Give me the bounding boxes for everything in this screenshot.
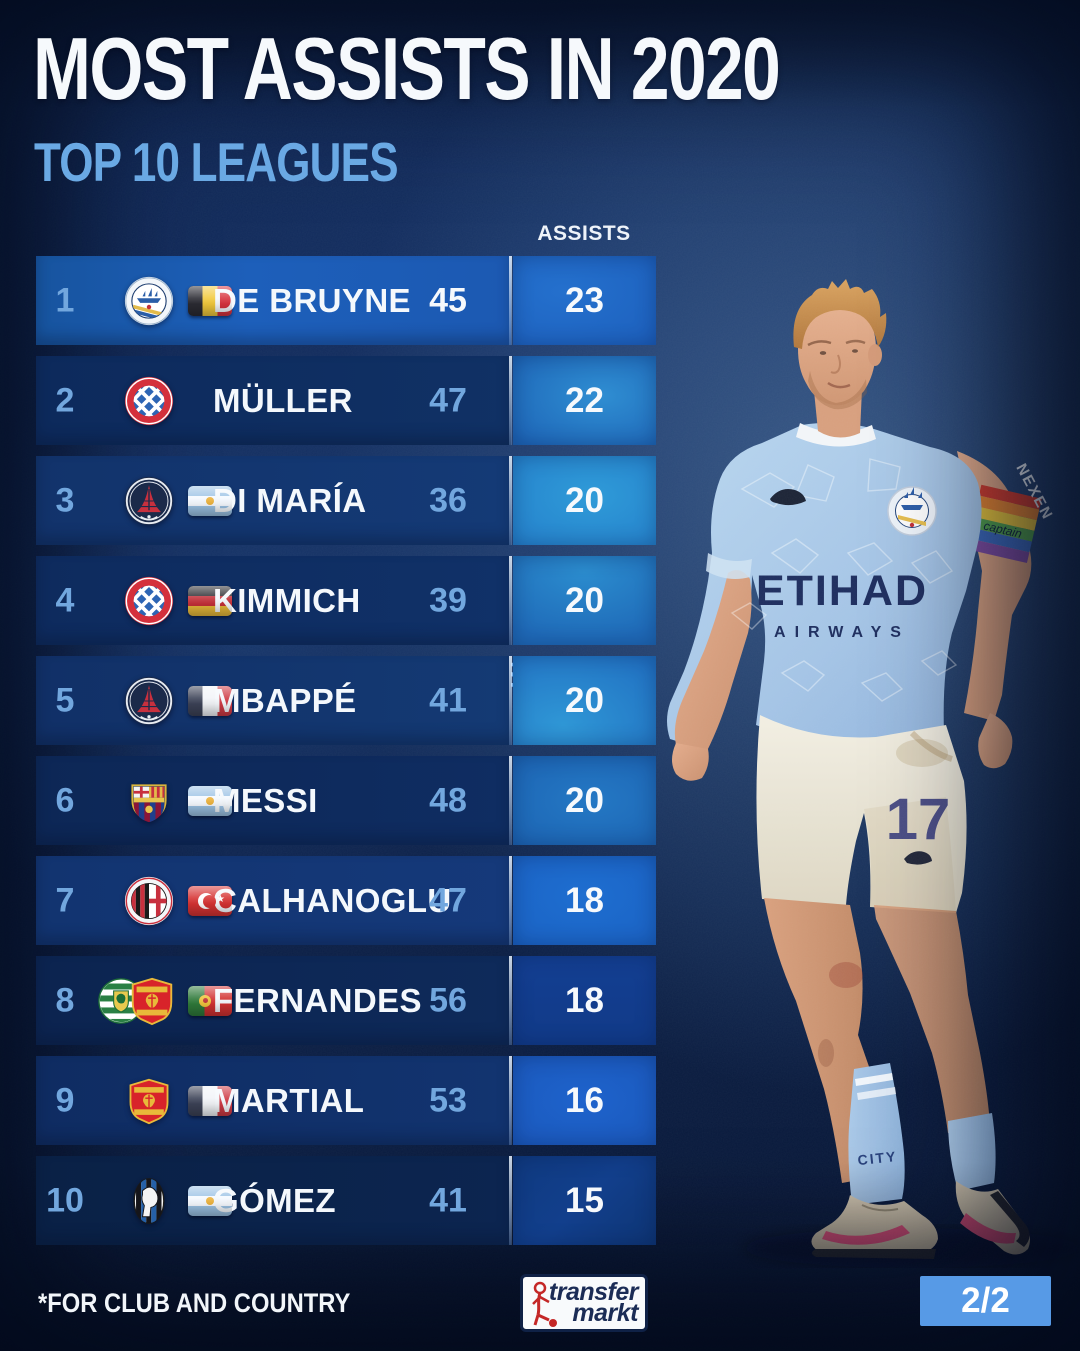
flag-france — [188, 685, 232, 716]
club-logo-manchester-united — [131, 977, 173, 1025]
player-name: MBAPPÉ — [213, 681, 357, 719]
club-logo-atalanta — [124, 1176, 174, 1226]
club-logos-sporting-and-man-united — [98, 975, 184, 1027]
rank-number: 8 — [55, 981, 75, 1019]
assists-value: 20 — [565, 480, 604, 520]
table-row: 1 DE BRUYNE 45 23 — [36, 256, 656, 345]
assists-cell: 20 — [509, 556, 656, 645]
assists-cell: 22 — [509, 356, 656, 445]
rank-number: 7 — [55, 881, 75, 919]
row-band: 8 FERNANDES — [36, 956, 511, 1045]
table-row: 7 ★ CALHANOGLU 47 18 — [36, 856, 656, 945]
assists-value: 20 — [565, 780, 604, 820]
player-name: DE BRUYNE — [213, 281, 411, 319]
page-title: MOST ASSISTS IN 2020 — [33, 19, 781, 118]
games-value: 36 — [429, 481, 467, 519]
rank-number: 3 — [55, 481, 75, 519]
rank-number: 10 — [46, 1181, 84, 1219]
player-name: MARTIAL — [213, 1081, 365, 1119]
games-value: 56 — [429, 981, 467, 1019]
assists-value: 23 — [565, 280, 604, 320]
table-row: 10 GÓMEZ 41 15 — [36, 1156, 656, 1245]
club-logo-ac-milan — [124, 876, 174, 926]
row-band: 3 DI MARÍA 36 — [36, 456, 511, 545]
flag-argentina — [188, 485, 232, 516]
assists-cell: 20 — [509, 656, 656, 745]
assists-value: 20 — [565, 680, 604, 720]
assists-cell: 20 — [509, 456, 656, 545]
club-logo-bayern-munich — [124, 376, 174, 426]
footnote: *FOR CLUB AND COUNTRY — [38, 1288, 351, 1318]
games-value: 53 — [429, 1081, 467, 1119]
club-logo-psg — [124, 676, 174, 726]
assists-cell: 23 — [509, 256, 656, 345]
games-value: 45 — [429, 281, 467, 319]
rank-number: 2 — [55, 381, 75, 419]
table-row: 9 MARTIAL 53 16 — [36, 1056, 656, 1145]
club-logo-manchester-united — [124, 1076, 174, 1126]
flag-argentina — [188, 1185, 232, 1216]
rank-number: 1 — [55, 281, 75, 319]
row-band: 5 MBAPPÉ 41 — [36, 656, 511, 745]
games-value: 41 — [429, 1181, 467, 1219]
club-logo-psg — [124, 476, 174, 526]
transfermarkt-logo: transfer markt — [520, 1274, 648, 1332]
column-header-assists: ASSISTS — [537, 222, 631, 245]
table-row: 8 FERNANDES — [36, 956, 656, 1045]
page-indicator-badge: 2/2 — [920, 1276, 1051, 1326]
assists-value: 16 — [565, 1080, 604, 1120]
rank-number: 9 — [55, 1081, 75, 1119]
player-name: MÜLLER — [213, 381, 353, 419]
row-band: 6 MESSI — [36, 756, 511, 845]
games-value: 48 — [429, 781, 467, 819]
flag-belgium — [188, 285, 232, 316]
assists-cell: 20 — [509, 756, 656, 845]
rank-number: 5 — [55, 681, 75, 719]
flag-portugal — [188, 985, 232, 1016]
club-logo-manchester-city — [124, 276, 174, 326]
row-band: 2 MÜLLER 47 — [36, 356, 511, 445]
brand-text-bottom: markt — [572, 1299, 638, 1327]
assists-cell: 16 — [509, 1056, 656, 1145]
assists-value: 18 — [565, 880, 604, 920]
table-row: 2 MÜLLER 47 22 — [36, 356, 656, 445]
row-band: 1 DE BRUYNE 45 — [36, 256, 511, 345]
row-band: 9 MARTIAL 53 — [36, 1056, 511, 1145]
assists-cell: 18 — [509, 856, 656, 945]
assists-value: 22 — [565, 380, 604, 420]
club-logo-barcelona — [124, 776, 174, 826]
player-name: DI MARÍA — [213, 481, 367, 519]
flag-turkey: ★ — [188, 885, 232, 916]
games-value: 41 — [429, 681, 467, 719]
table-row: 4 KIMMICH 39 20 — [36, 556, 656, 645]
flag-argentina — [188, 785, 232, 816]
assists-cell: 18 — [509, 956, 656, 1045]
games-value: 47 — [429, 381, 467, 419]
table-row: 5 MBAPPÉ 41 20 — [36, 656, 656, 745]
club-logo-bayern-munich — [124, 576, 174, 626]
flag-france — [188, 1085, 232, 1116]
rank-number: 6 — [55, 781, 75, 819]
games-value: 39 — [429, 581, 467, 619]
player-name: FERNANDES — [213, 981, 422, 1019]
assists-cell: 15 — [509, 1156, 656, 1245]
row-band: 4 KIMMICH 39 — [36, 556, 511, 645]
rank-number: 4 — [55, 581, 75, 619]
assists-value: 18 — [565, 980, 604, 1020]
table-row: 6 MESSI — [36, 756, 656, 845]
ranking-table: 1 DE BRUYNE 45 23 — [36, 256, 656, 1256]
games-value: 47 — [429, 881, 467, 919]
row-band: 10 GÓMEZ 41 — [36, 1156, 511, 1245]
flag-germany — [188, 585, 232, 616]
assists-value: 15 — [565, 1180, 604, 1220]
table-row: 3 DI MARÍA 36 20 — [36, 456, 656, 545]
player-name: KIMMICH — [213, 581, 361, 619]
assists-value: 20 — [565, 580, 604, 620]
page-subtitle: TOP 10 LEAGUES — [34, 131, 399, 193]
row-band: 7 ★ CALHANOGLU 47 — [36, 856, 511, 945]
